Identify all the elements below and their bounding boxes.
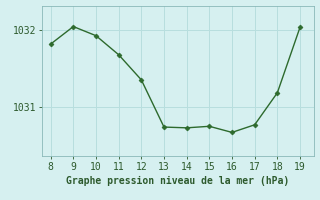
X-axis label: Graphe pression niveau de la mer (hPa): Graphe pression niveau de la mer (hPa): [66, 176, 289, 186]
